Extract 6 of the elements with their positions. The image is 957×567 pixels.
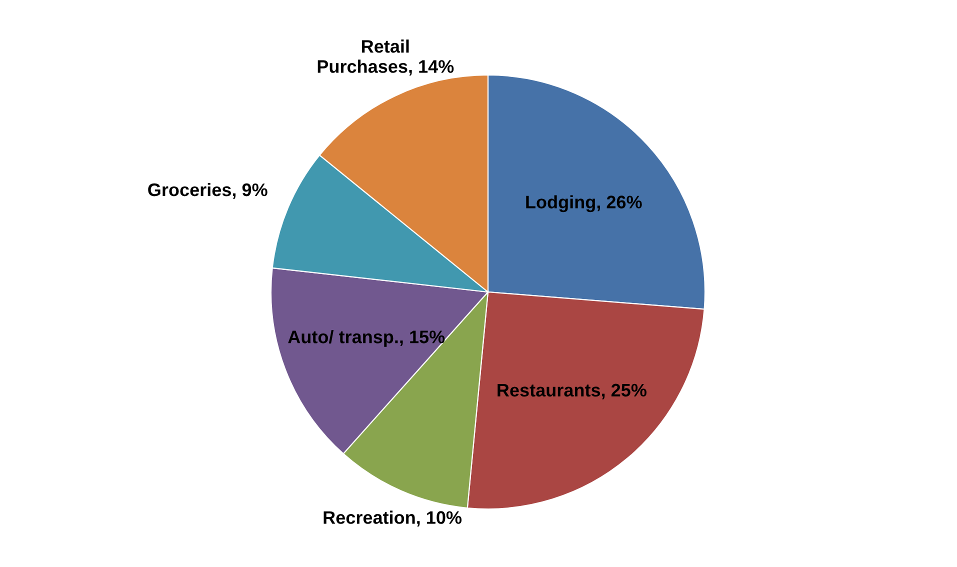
slice-label: Lodging, 26%	[526, 195, 642, 212]
slice-label: Recreation, 10%	[324, 510, 462, 527]
slice-label: Restaurants, 25%	[498, 384, 646, 400]
slice-label: Auto/ transp., 15%	[288, 330, 445, 347]
slice-label: Groceries, 9%	[148, 182, 268, 199]
slice-label: Retail Purchases, 14%	[318, 40, 454, 76]
